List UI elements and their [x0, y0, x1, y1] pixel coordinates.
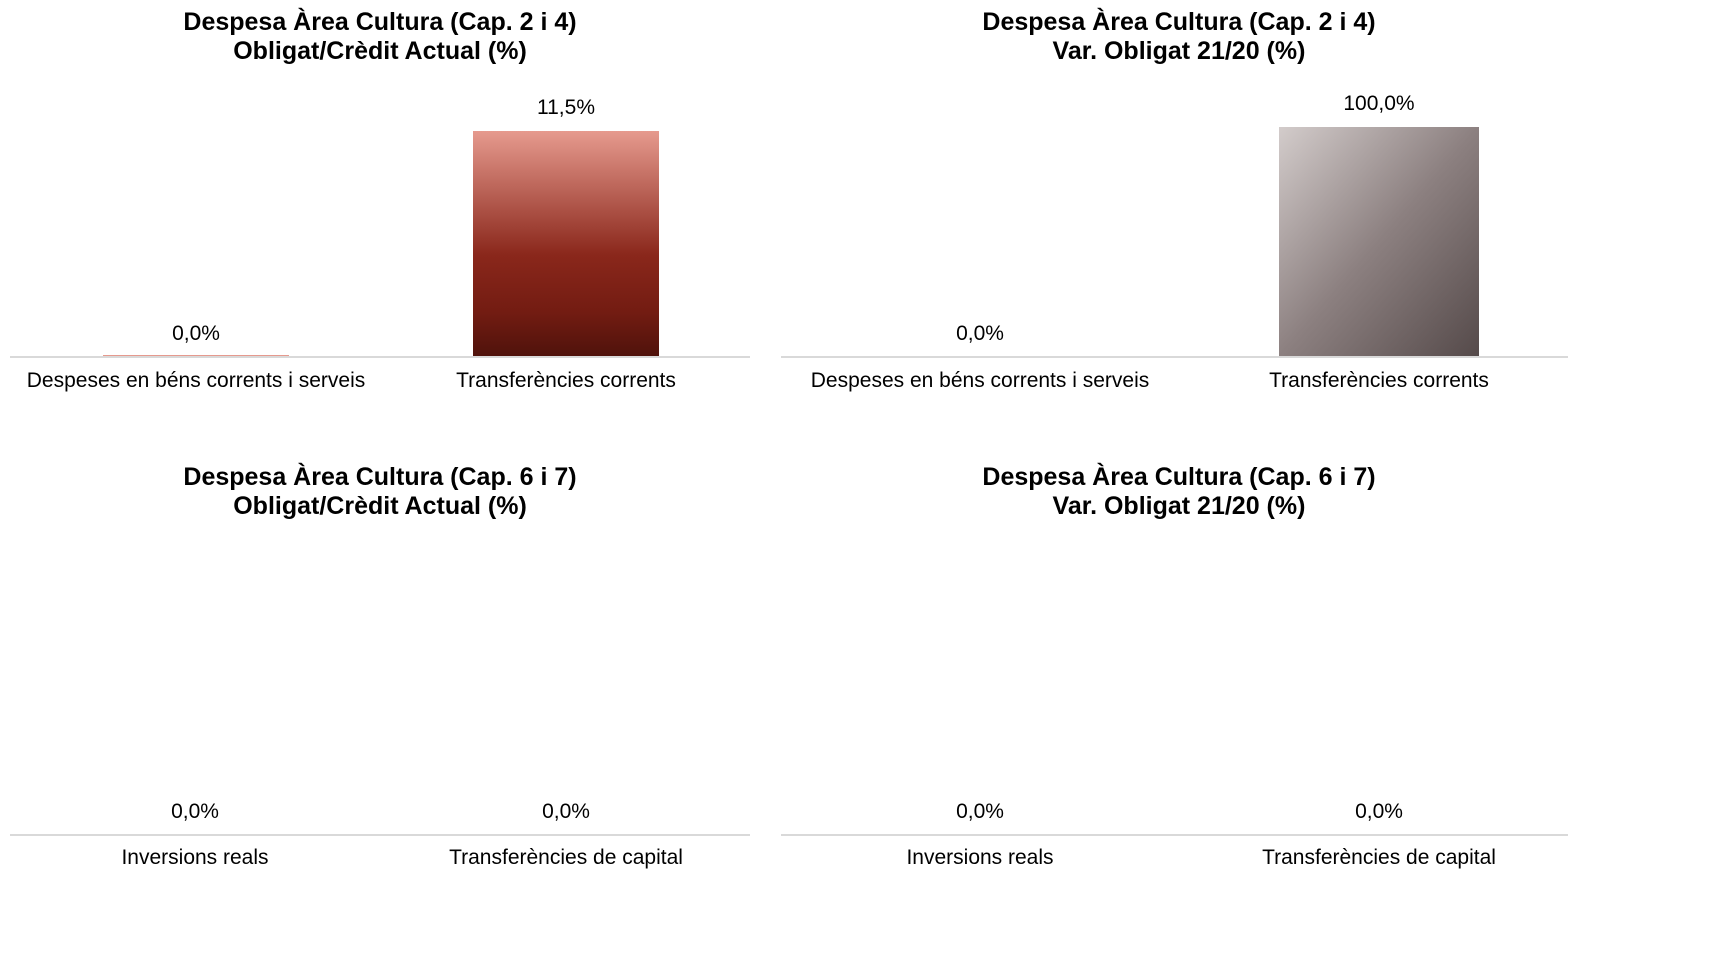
- chart-subtitle: Obligat/Crèdit Actual (%): [233, 492, 527, 520]
- chart-cap24-var-obligat: Despesa Àrea Cultura (Cap. 2 i 4) Var. O…: [781, 7, 1568, 392]
- data-label: 0,0%: [956, 322, 1004, 345]
- chart-title: Despesa Àrea Cultura (Cap. 6 i 7): [183, 462, 576, 491]
- x-tick-label: Despeses en béns corrents i serveis: [27, 369, 366, 392]
- chart-cap67-obligat-credit: Despesa Àrea Cultura (Cap. 6 i 7) Obliga…: [10, 462, 750, 869]
- data-label: 0,0%: [171, 800, 219, 823]
- data-label: 11,5%: [537, 96, 595, 119]
- data-label: 100,0%: [1343, 92, 1414, 115]
- bar: [1279, 127, 1479, 357]
- chart-subtitle: Var. Obligat 21/20 (%): [1053, 37, 1306, 65]
- x-tick-label: Transferències de capital: [1262, 846, 1496, 869]
- chart-cap24-obligat-credit: Despesa Àrea Cultura (Cap. 2 i 4) Obliga…: [10, 7, 750, 392]
- bar: [473, 131, 659, 357]
- chart-title: Despesa Àrea Cultura (Cap. 2 i 4): [183, 7, 576, 36]
- data-label: 0,0%: [172, 322, 220, 345]
- x-tick-label: Transferències de capital: [449, 846, 683, 869]
- x-tick-label: Transferències corrents: [456, 369, 676, 392]
- x-tick-label: Inversions reals: [121, 846, 268, 869]
- x-tick-label: Despeses en béns corrents i serveis: [811, 369, 1150, 392]
- chart-title: Despesa Àrea Cultura (Cap. 6 i 7): [982, 462, 1375, 491]
- x-tick-label: Inversions reals: [906, 846, 1053, 869]
- chart-title: Despesa Àrea Cultura (Cap. 2 i 4): [982, 7, 1375, 36]
- x-tick-label: Transferències corrents: [1269, 369, 1489, 392]
- chart-subtitle: Obligat/Crèdit Actual (%): [233, 37, 527, 65]
- data-label: 0,0%: [956, 800, 1004, 823]
- data-label: 0,0%: [1355, 800, 1403, 823]
- chart-subtitle: Var. Obligat 21/20 (%): [1053, 492, 1306, 520]
- chart-cap67-var-obligat: Despesa Àrea Cultura (Cap. 6 i 7) Var. O…: [781, 462, 1568, 869]
- data-label: 0,0%: [542, 800, 590, 823]
